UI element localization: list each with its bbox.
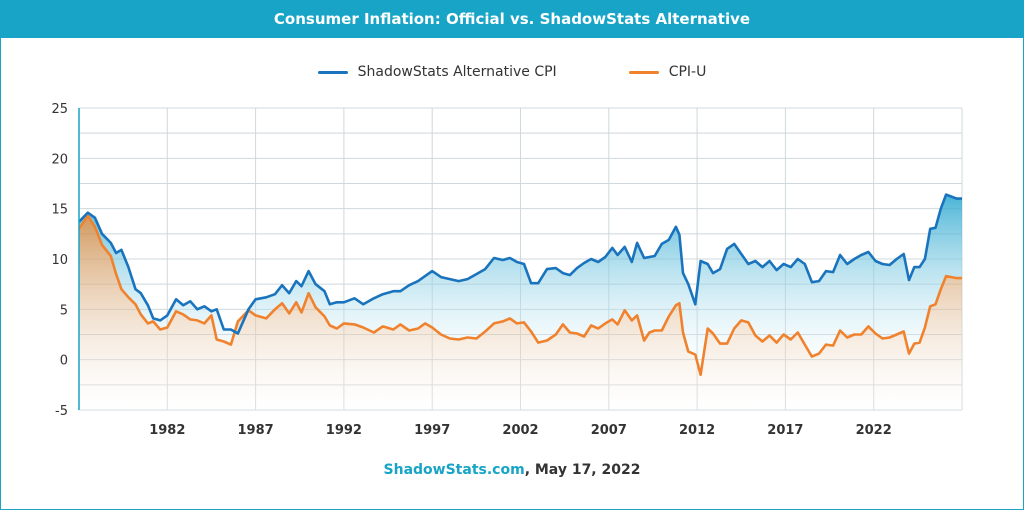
y-tick-label: -5	[55, 404, 68, 419]
legend: ShadowStats Alternative CPI CPI-U	[0, 60, 1024, 84]
x-tick-label: 2007	[591, 423, 627, 438]
legend-label-shadowstats: ShadowStats Alternative CPI	[357, 64, 557, 80]
x-tick-label: 2012	[679, 423, 715, 438]
y-tick-label: 20	[51, 152, 68, 167]
legend-label-cpi-u: CPI-U	[668, 64, 707, 80]
legend-item-cpi-u: CPI-U	[628, 64, 707, 80]
legend-swatch-cpi-u	[628, 70, 659, 74]
y-tick-label: 0	[60, 354, 68, 369]
y-tick-label: 10	[51, 253, 68, 268]
legend-swatch-shadowstats	[317, 70, 348, 74]
area-cpi-u	[79, 215, 962, 410]
y-tick-label: 25	[51, 102, 68, 117]
area-shadowstats	[79, 194, 962, 375]
x-tick-label: 2022	[856, 423, 892, 438]
x-tick-label: 1982	[149, 423, 185, 438]
x-tick-label: 1987	[238, 423, 274, 438]
x-tick-label: 1997	[414, 423, 450, 438]
series-line-cpi-u	[77, 214, 962, 377]
footer: ShadowStats.com, May 17, 2022	[0, 462, 1024, 486]
y-tick-label: 15	[51, 203, 68, 218]
footer-site: ShadowStats.com	[383, 462, 525, 478]
series-line-shadowstats	[78, 193, 962, 335]
x-tick-label: 2017	[767, 423, 803, 438]
footer-date: , May 17, 2022	[524, 462, 641, 478]
legend-item-shadowstats: ShadowStats Alternative CPI	[317, 64, 557, 80]
x-tick-label: 2002	[502, 423, 538, 438]
y-tick-label: 5	[60, 303, 68, 318]
chart-title: Consumer Inflation: Official vs. ShadowS…	[0, 0, 1024, 38]
x-tick-label: 1992	[326, 423, 362, 438]
